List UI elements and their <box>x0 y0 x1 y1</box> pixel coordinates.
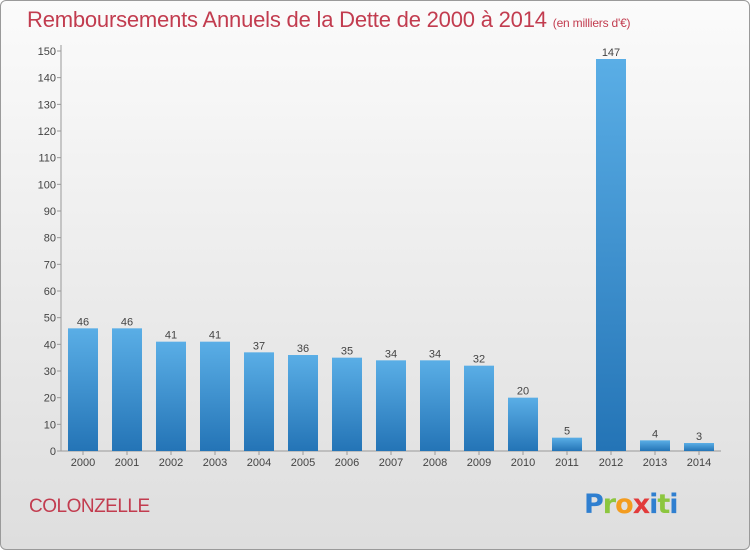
x-tick-label: 2005 <box>291 457 315 469</box>
y-tick-label: 40 <box>44 339 56 351</box>
x-tick-label: 2013 <box>643 457 667 469</box>
chart-title-text: Remboursements Annuels de la Dette de 20… <box>27 7 547 32</box>
x-tick-label: 2010 <box>511 457 535 469</box>
y-tick-label: 60 <box>44 286 56 298</box>
x-tick-label: 2007 <box>379 457 403 469</box>
logo-letter: t <box>657 489 670 520</box>
data-label: 34 <box>429 348 441 360</box>
chart-title: Remboursements Annuels de la Dette de 20… <box>27 7 631 33</box>
y-tick-label: 90 <box>44 206 56 218</box>
bar-chart: 0 10 20 30 40 50 60 70 80 90 100 110 120 130 140 150 200… <box>38 45 721 469</box>
data-label: 41 <box>165 330 177 342</box>
x-tick-label: 2006 <box>335 457 359 469</box>
y-tick-label: 150 <box>38 46 56 58</box>
y-tick-label: 110 <box>38 153 56 165</box>
commune-name: COLONZELLE <box>29 496 150 517</box>
bar-2005 <box>288 355 318 451</box>
x-tick-label: 2014 <box>687 457 711 469</box>
proxiti-logo: Proxiti <box>584 489 679 520</box>
logo-letter: i <box>669 489 678 520</box>
data-label: 32 <box>473 354 485 366</box>
y-tick-label: 120 <box>38 126 56 138</box>
bar-2009 <box>464 365 494 451</box>
x-tick-label: 2008 <box>423 457 447 469</box>
x-tick-label: 2011 <box>555 457 579 469</box>
x-tick-label: 2009 <box>467 457 491 469</box>
x-tick-label: 2002 <box>159 457 183 469</box>
bar-2014 <box>684 443 714 451</box>
logo-letter: x <box>632 489 650 520</box>
logo-letter: i <box>649 489 658 520</box>
bar-2008 <box>420 360 450 451</box>
data-label: 34 <box>385 348 397 360</box>
y-tick-label: 20 <box>44 393 56 405</box>
axes: 0 10 20 30 40 50 60 70 80 90 100 110 120 130 140 150 200… <box>38 45 721 469</box>
x-tick-label: 2000 <box>71 457 95 469</box>
bar-2011 <box>552 437 582 451</box>
bars: 46 46 41 41 37 36 35 34 34 32 20 5 147 4 3 <box>68 47 714 451</box>
x-tick-label: 2012 <box>599 457 623 469</box>
logo-letter: o <box>615 489 634 520</box>
y-tick-label: 30 <box>44 366 56 378</box>
data-label: 35 <box>341 346 353 358</box>
logo-letter: P <box>584 489 604 520</box>
data-label: 46 <box>77 316 89 328</box>
data-label: 147 <box>602 47 620 59</box>
data-label: 37 <box>253 340 265 352</box>
x-tick-label: 2003 <box>203 457 227 469</box>
data-label: 5 <box>564 426 570 438</box>
data-label: 36 <box>297 343 309 355</box>
y-tick-label: 100 <box>38 179 56 191</box>
bar-2006 <box>332 357 362 451</box>
y-tick-label: 10 <box>44 419 56 431</box>
y-tick-label: 70 <box>44 259 56 271</box>
bar-2001 <box>112 328 142 451</box>
data-label: 41 <box>209 330 221 342</box>
bar-2003 <box>200 341 230 451</box>
bar-2012 <box>596 59 626 451</box>
y-tick-label: 130 <box>38 99 56 111</box>
bar-2010 <box>508 397 538 451</box>
data-label: 4 <box>652 428 658 440</box>
bar-2013 <box>640 440 670 451</box>
data-label: 46 <box>121 316 133 328</box>
data-label: 3 <box>696 431 702 443</box>
y-tick-label: 0 <box>50 446 56 458</box>
bar-2002 <box>156 341 186 451</box>
x-tick-label: 2004 <box>247 457 271 469</box>
x-tick-label: 2001 <box>115 457 139 469</box>
bar-2000 <box>68 328 98 451</box>
y-tick-label: 140 <box>38 73 56 85</box>
y-tick-label: 80 <box>44 233 56 245</box>
bar-2004 <box>244 352 274 451</box>
logo-letter: r <box>602 489 616 520</box>
chart-subtitle: (en milliers d'€) <box>552 16 631 30</box>
data-label: 20 <box>517 386 529 398</box>
bar-2007 <box>376 360 406 451</box>
y-tick-label: 50 <box>44 313 56 325</box>
